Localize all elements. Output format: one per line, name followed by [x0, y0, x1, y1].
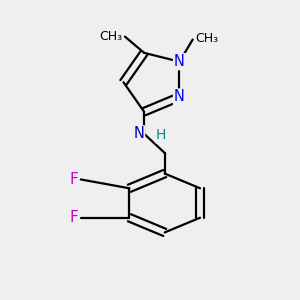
- Text: N: N: [174, 54, 185, 69]
- Text: F: F: [69, 210, 78, 225]
- Text: CH₃: CH₃: [196, 32, 219, 45]
- Text: CH₃: CH₃: [99, 30, 122, 43]
- Text: H: H: [156, 128, 166, 142]
- Text: N: N: [174, 89, 185, 104]
- Text: F: F: [69, 172, 78, 187]
- Text: N: N: [133, 126, 144, 141]
